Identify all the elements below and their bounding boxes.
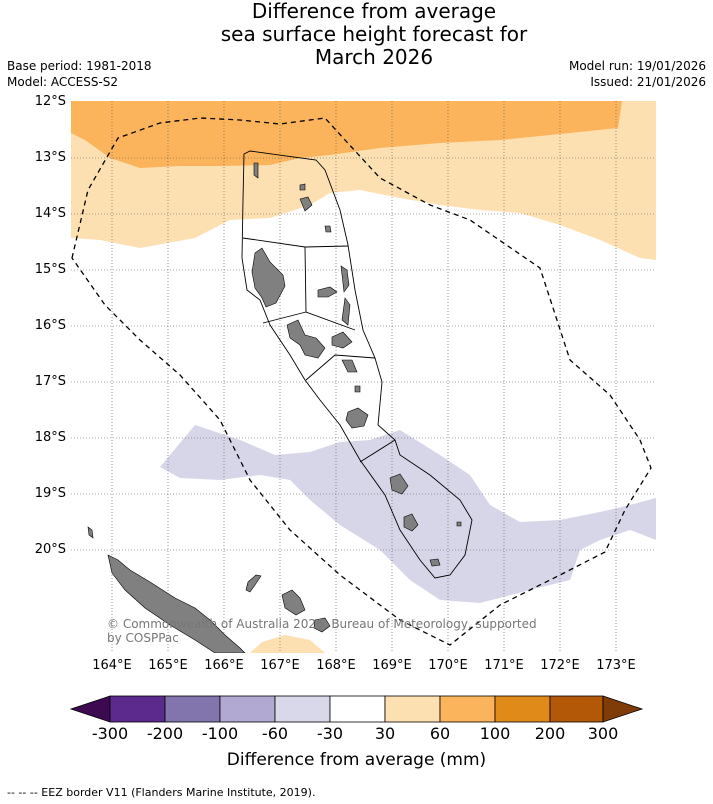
colorbar-seg-9 (549, 695, 604, 723)
lat-tick-19s: 19°S (34, 486, 66, 501)
colorbar-seg-7 (439, 695, 496, 723)
lat-tick-15s: 15°S (34, 262, 66, 277)
island-belep (87, 526, 94, 539)
land (87, 162, 462, 653)
title-line-2: sea surface height forecast for (220, 22, 528, 46)
run-info: Model run: 19/01/2026 Issued: 21/01/2026 (569, 58, 706, 90)
island-aneityum (429, 558, 441, 567)
anomaly-30-60-bottom (250, 635, 325, 653)
island-efate (345, 407, 369, 429)
island-maewo-pentecost (340, 265, 350, 293)
lat-tick-13s: 13°S (34, 150, 66, 165)
lat-tick-16s: 16°S (34, 318, 66, 333)
island-small-1 (324, 225, 332, 233)
eez-border (71, 117, 652, 646)
island-ambrym (331, 331, 353, 349)
island-ambae (317, 286, 338, 298)
colorbar-label: -200 (146, 724, 184, 743)
island-epi (341, 359, 358, 373)
anomaly-neg60-neg30-region (160, 425, 656, 603)
model-info: Base period: 1981-2018 Model: ACCESS-S2 (7, 58, 152, 90)
map-title: Difference from average sea surface heig… (0, 0, 713, 69)
lon-tick-165e: 165°E (148, 658, 188, 673)
colorbar-label: 100 (479, 724, 511, 743)
lat-tick-20s: 20°S (34, 542, 66, 557)
lon-tick-169e: 169°E (372, 658, 412, 673)
colorbar-seg-5 (329, 695, 386, 723)
island-loyalty-mare (313, 617, 331, 633)
issued-date: Issued: 21/01/2026 (590, 75, 706, 89)
lat-tick-17s: 17°S (34, 374, 66, 389)
lat-tick-14s: 14°S (34, 206, 66, 221)
island-loyalty-lifou (281, 589, 306, 616)
lon-tick-166e: 166°E (204, 658, 244, 673)
colorbar-label: 60 (429, 724, 451, 743)
island-new-caledonia (107, 554, 246, 653)
island-tanna (403, 513, 419, 532)
base-period: Base period: 1981-2018 (7, 59, 152, 73)
island-small-2 (354, 385, 361, 393)
island-gaua (299, 196, 313, 212)
colorbar-label: -60 (261, 724, 289, 743)
colorbar-label: -100 (201, 724, 239, 743)
lon-tick-171e: 171°E (484, 658, 524, 673)
lon-tick-172e: 172°E (540, 658, 580, 673)
map-area (71, 101, 656, 653)
colorbar-seg-8 (494, 695, 551, 723)
title-line-3: March 2026 (314, 45, 434, 69)
colorbar-seg-6 (384, 695, 441, 723)
lon-tick-173e: 173°E (596, 658, 636, 673)
eez-footnote: -- -- -- EEZ border V11 (Flanders Marine… (7, 786, 316, 799)
copyright-notice: © Commonwealth of Australia 2026, Bureau… (107, 617, 537, 645)
island-torres (253, 162, 259, 179)
colorbar-label: 30 (374, 724, 396, 743)
colorbar-seg-2 (164, 695, 221, 723)
lat-tick-12s: 12°S (34, 94, 66, 109)
province-borders (241, 150, 473, 579)
island-vanua-lava (299, 183, 306, 191)
colorbar-seg-3 (219, 695, 276, 723)
colorbar-label: 200 (534, 724, 566, 743)
island-malekula (286, 319, 326, 359)
model-run: Model run: 19/01/2026 (568, 59, 706, 73)
colorbar-label: 300 (587, 724, 619, 743)
model-name: Model: ACCESS-S2 (7, 75, 119, 89)
colorbar-title: Difference from average (mm) (226, 750, 487, 770)
anomaly-60-100-region (71, 101, 622, 168)
lon-tick-164e: 164°E (92, 658, 132, 673)
colorbar (69, 695, 644, 723)
lon-tick-168e: 168°E (316, 658, 356, 673)
island-espiritu-santo (251, 247, 286, 308)
lon-tick-170e: 170°E (428, 658, 468, 673)
colorbar-seg-4 (274, 695, 331, 723)
colorbar-max-extend (602, 695, 644, 723)
island-pentecost (341, 297, 351, 326)
colorbar-seg-1 (109, 695, 166, 723)
lat-tick-18s: 18°S (34, 430, 66, 445)
colorbar-label: -300 (91, 724, 129, 743)
island-loyalty-ouvea (245, 574, 262, 593)
colorbar-min-extend (69, 695, 111, 723)
island-erromango (389, 473, 409, 495)
colorbar-label: -30 (316, 724, 344, 743)
island-small-3 (456, 521, 462, 527)
title-line-1: Difference from average (251, 0, 497, 23)
lon-tick-167e: 167°E (260, 658, 300, 673)
